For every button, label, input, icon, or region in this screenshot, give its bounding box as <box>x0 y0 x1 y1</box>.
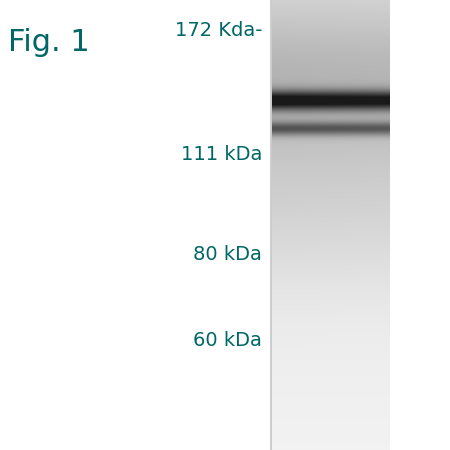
Bar <box>390 0 450 450</box>
Text: 111 kDa: 111 kDa <box>180 145 262 165</box>
Text: 80 kDa: 80 kDa <box>193 246 262 265</box>
Bar <box>270 0 272 450</box>
Text: Fig. 1: Fig. 1 <box>8 28 90 57</box>
Text: 172 Kda-: 172 Kda- <box>175 21 262 40</box>
Text: 60 kDa: 60 kDa <box>193 330 262 350</box>
